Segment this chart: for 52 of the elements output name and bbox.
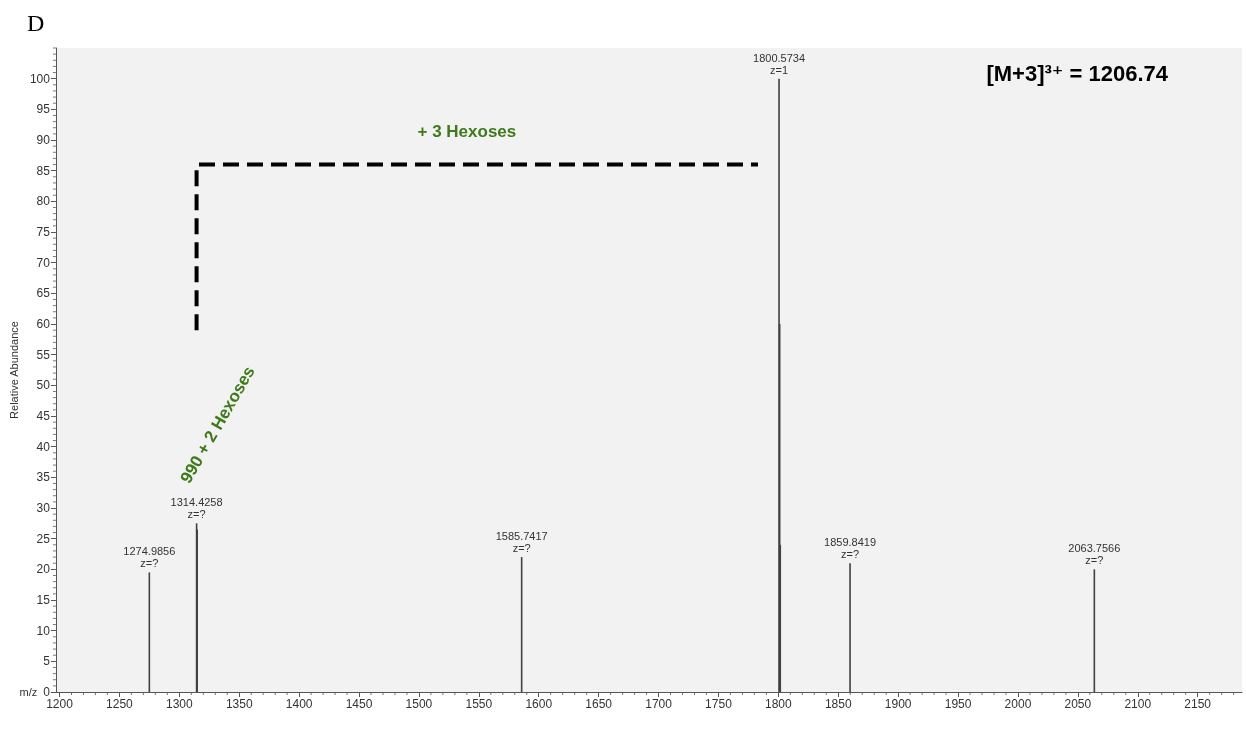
x-tick-label: 1300 (165, 697, 193, 711)
y-tick-label: 90 (36, 133, 51, 147)
x-tick-label: 1450 (345, 697, 373, 711)
x-tick-label: 1600 (525, 697, 553, 711)
x-tick-label: 2150 (1184, 697, 1212, 711)
y-tick-label: 50 (36, 378, 51, 393)
x-tick-label: 1400 (285, 697, 313, 711)
y-tick-label: 80 (36, 194, 51, 209)
x-tick-label: 2100 (1124, 697, 1152, 711)
y-tick-label: 95 (36, 102, 51, 117)
y-tick-label: 10 (36, 623, 51, 638)
x-axis-title: m/z (19, 686, 38, 698)
y-tick-label: 30 (36, 501, 51, 515)
x-tick-label: 1850 (824, 697, 852, 711)
y-axis-title: Relative Abundance (7, 321, 20, 419)
annotation: 1859.8419 z=? (824, 536, 877, 561)
annotation: 2063.7566 z=? (1068, 542, 1121, 567)
x-tick-label: 1900 (884, 697, 912, 711)
x-tick-label: 2050 (1064, 697, 1092, 711)
annotation: 1800.5734 z=1 (753, 51, 806, 76)
annotation: 1274.9856 z=? (123, 545, 176, 570)
y-tick-label: 65 (36, 286, 51, 301)
annotation: [M+3]³⁺ = 1206.74 (986, 60, 1169, 86)
y-tick-label: 75 (36, 225, 51, 239)
x-tick-label: 1500 (405, 697, 433, 711)
annotation: 1585.7417 z=? (495, 530, 548, 555)
x-tick-label: 1950 (944, 697, 972, 711)
y-tick-label: 60 (36, 317, 51, 331)
y-tick-label: 20 (36, 562, 51, 577)
annotation: 1314.4258 z=? (170, 496, 223, 521)
y-tick-label: 70 (36, 255, 51, 270)
x-tick-label: 1650 (585, 697, 613, 711)
x-tick-label: 1200 (46, 697, 74, 711)
y-tick-label: 40 (36, 439, 51, 454)
y-tick-label: 35 (36, 470, 51, 485)
y-tick-label: 25 (36, 531, 51, 546)
y-tick-label: 100 (29, 71, 51, 86)
x-tick-label: 2000 (1004, 697, 1032, 711)
x-tick-label: 1800 (765, 697, 793, 711)
y-tick-label: 5 (43, 654, 51, 669)
x-tick-label: 1700 (645, 697, 673, 711)
x-tick-label: 1350 (225, 697, 253, 711)
y-tick-label: 15 (36, 593, 51, 607)
y-tick-label: 55 (36, 347, 51, 362)
y-tick-label: 0 (43, 685, 51, 699)
x-tick-label: 1550 (465, 697, 493, 711)
annotation: + 3 Hexoses (417, 122, 517, 142)
chart-title: D (27, 10, 45, 36)
x-tick-label: 1750 (705, 697, 733, 711)
x-tick-label: 1250 (106, 697, 134, 711)
y-tick-label: 85 (36, 163, 51, 178)
y-tick-label: 45 (36, 409, 51, 423)
